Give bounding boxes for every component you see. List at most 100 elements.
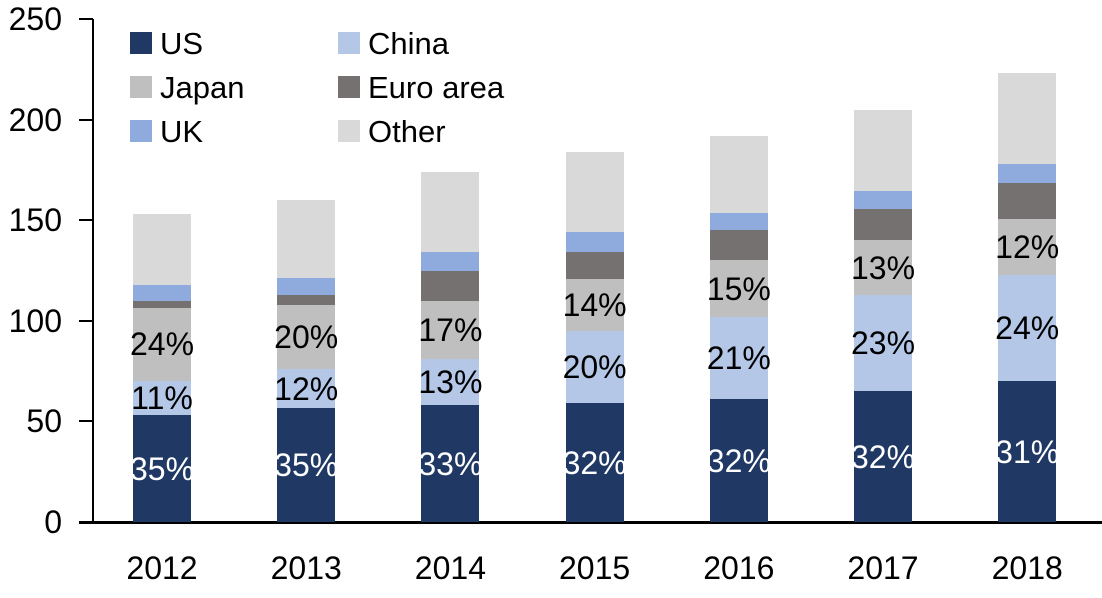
y-axis-tick-0 xyxy=(79,521,93,523)
y-axis-label-100: 100 xyxy=(8,302,62,339)
segment-us-2016: 32% xyxy=(706,399,771,522)
segment-label-china-2014: 13% xyxy=(418,364,483,401)
segment-uk-2015 xyxy=(565,232,624,253)
segment-label-china-2012: 11% xyxy=(131,380,193,417)
segment-china-2018: 24% xyxy=(995,274,1060,382)
segment-label-us-2013: 35% xyxy=(274,447,339,484)
x-axis-label-2014: 2014 xyxy=(414,550,486,586)
segment-label-us-2017: 32% xyxy=(850,438,916,475)
x-axis-label-2018: 2018 xyxy=(991,550,1063,586)
bar-2015: 32% 20% 14% xyxy=(562,151,627,522)
segment-china-2017: 23% xyxy=(850,294,916,392)
legend-item-japan: Japan xyxy=(130,65,244,109)
y-axis-label-0: 0 xyxy=(44,504,62,540)
y-axis-label-200: 200 xyxy=(8,101,62,138)
segment-china-2012: 11% xyxy=(131,380,193,417)
segment-other-2013 xyxy=(277,200,336,278)
legend-item-us: US xyxy=(130,21,244,65)
segment-label-us-2014: 33% xyxy=(418,445,483,482)
y-axis-tick-200 xyxy=(79,118,93,121)
y-axis-tick-150 xyxy=(79,219,93,222)
segment-china-2014: 13% xyxy=(418,359,483,406)
segment-uk-2018 xyxy=(998,163,1057,183)
legend-item-other: Other xyxy=(338,109,504,153)
segment-label-us-2012: 35% xyxy=(129,450,195,487)
legend-label-us: US xyxy=(160,25,204,61)
segment-japan-2014: 17% xyxy=(418,300,483,360)
segment-label-china-2013: 12% xyxy=(274,370,339,407)
segment-label-us-2015: 32% xyxy=(562,444,627,481)
segment-euro-area-2017 xyxy=(854,209,912,241)
segment-us-2018: 31% xyxy=(995,381,1059,522)
segment-us-2014: 33% xyxy=(418,405,483,522)
bar-2013: 35% 12% 20% xyxy=(274,200,339,522)
segment-euro-area-2015 xyxy=(565,252,624,279)
y-axis-line xyxy=(92,19,94,523)
legend-item-euro-area: Euro area xyxy=(338,65,504,109)
y-axis-tick-50 xyxy=(79,420,93,423)
segment-euro-area-2014 xyxy=(421,270,480,301)
segment-other-2017 xyxy=(854,109,912,192)
y-axis-tick-250 xyxy=(79,18,93,20)
legend-swatch-uk xyxy=(130,120,152,142)
legend-label-other: Other xyxy=(368,113,446,149)
legend-label-uk: UK xyxy=(160,113,204,149)
segment-label-china-2017: 23% xyxy=(850,324,916,361)
segment-china-2013: 12% xyxy=(274,369,339,409)
segment-us-2017: 32% xyxy=(850,391,916,522)
segment-uk-2014 xyxy=(421,252,480,271)
segment-euro-area-2016 xyxy=(709,230,768,261)
bar-2017: 32% 23% 13% xyxy=(850,109,916,522)
segment-japan-2015: 14% xyxy=(563,278,627,331)
segment-us-2013: 35% xyxy=(274,408,339,522)
legend-column-1: US Japan UK xyxy=(130,21,244,153)
segment-label-china-2016: 21% xyxy=(706,340,771,377)
bar-2018: 31% 24% 12% xyxy=(995,73,1060,522)
bar-2014: 33% 13% 17% xyxy=(418,171,483,522)
x-axis-label-2015: 2015 xyxy=(559,550,631,586)
segment-label-japan-2013: 20% xyxy=(274,318,339,355)
legend-column-2: China Euro area Other xyxy=(338,21,504,153)
segment-other-2012 xyxy=(133,214,191,285)
segment-label-us-2016: 32% xyxy=(706,442,771,479)
legend-item-china: China xyxy=(338,21,504,65)
segment-label-japan-2016: 15% xyxy=(706,270,771,307)
legend-label-china: China xyxy=(368,25,449,61)
legend-swatch-japan xyxy=(130,76,152,98)
segment-euro-area-2018 xyxy=(998,183,1057,220)
segment-uk-2017 xyxy=(854,191,912,210)
segment-euro-area-2013 xyxy=(277,294,336,305)
segment-label-china-2018: 24% xyxy=(995,309,1060,346)
legend-label-euro-area: Euro area xyxy=(368,69,505,105)
legend-swatch-china xyxy=(338,32,360,54)
segment-china-2015: 20% xyxy=(562,330,627,404)
legend-swatch-euro-area xyxy=(338,76,360,98)
segment-label-japan-2018: 12% xyxy=(995,228,1060,265)
segment-label-japan-2014: 17% xyxy=(418,311,483,348)
segment-uk-2012 xyxy=(133,284,191,301)
bar-2016: 32% 21% 15% xyxy=(706,135,771,522)
segment-china-2016: 21% xyxy=(706,316,771,400)
segment-label-china-2015: 20% xyxy=(562,349,627,386)
segment-label-japan-2012: 24% xyxy=(129,326,195,363)
segment-uk-2013 xyxy=(277,277,336,295)
x-axis-label-2013: 2013 xyxy=(270,550,342,586)
segment-japan-2018: 12% xyxy=(995,219,1060,275)
y-axis-label-250: 250 xyxy=(8,1,62,37)
segment-other-2014 xyxy=(421,171,480,253)
segment-japan-2016: 15% xyxy=(706,260,771,317)
segment-japan-2012: 24% xyxy=(129,307,195,382)
segment-euro-area-2012 xyxy=(133,300,191,308)
bar-2012: 35% 11% 24% xyxy=(129,214,195,522)
y-axis-tick-100 xyxy=(79,319,93,322)
y-axis-label-50: 50 xyxy=(26,403,62,440)
segment-other-2015 xyxy=(565,151,624,233)
segment-other-2016 xyxy=(709,135,768,214)
legend-swatch-us xyxy=(130,32,152,54)
legend-item-uk: UK xyxy=(130,109,244,153)
segment-uk-2016 xyxy=(709,213,768,231)
segment-japan-2017: 13% xyxy=(851,240,915,295)
legend-swatch-other xyxy=(338,120,360,142)
x-axis-line xyxy=(79,521,1102,524)
